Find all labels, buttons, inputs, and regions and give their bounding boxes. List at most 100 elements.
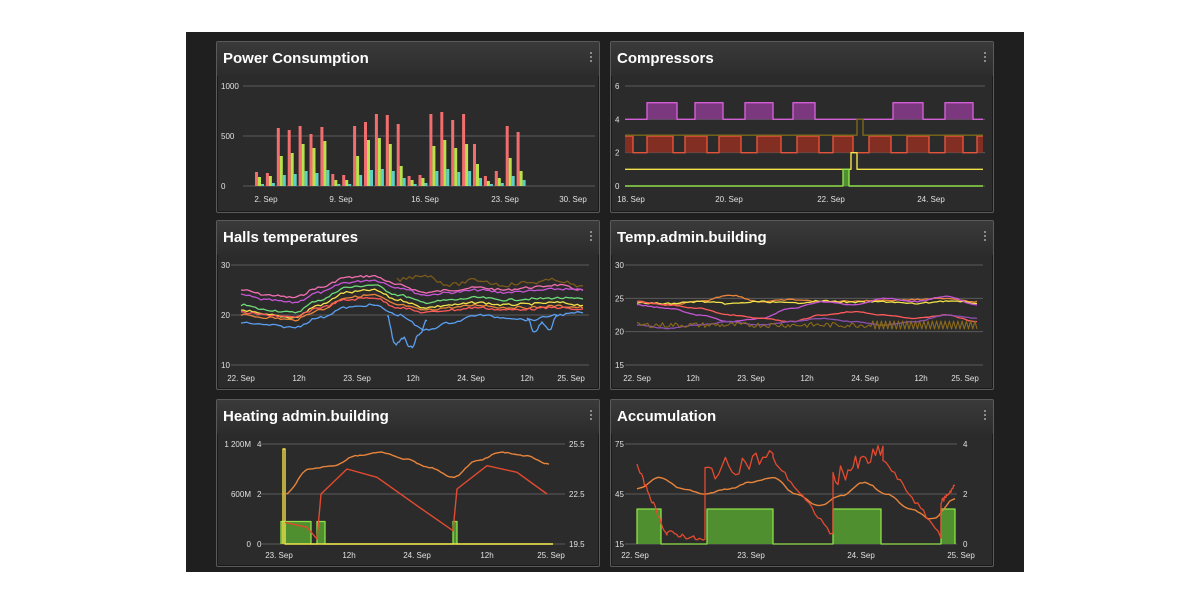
panel-header: Power Consumption [217,42,599,76]
bar [331,174,335,186]
x-tick-label: 25. Sep [947,551,975,560]
more-vertical-icon[interactable] [590,410,593,422]
x-tick-label: 24. Sep [457,374,485,383]
panel-temp-admin-building: Temp.admin.building 15 20 25 30 22. Sep 12h 23… [610,220,994,390]
y-tick-label: 500 [221,132,235,141]
bar [271,183,275,186]
y-tick-label: 75 [615,440,624,449]
y-tick-label: 15 [615,361,624,370]
bar [312,148,316,186]
x-tick-label: 18. Sep [617,195,645,204]
x-tick-label: 23. Sep [265,551,293,560]
bar [268,176,272,186]
series-line [637,300,977,323]
x-tick-label: 25. Sep [537,551,565,560]
panel-power-consumption: Power Consumption 0 500 1000 2. Sep 9. Sep 16… [216,41,600,213]
temp-admin-building-chart: 15 20 25 30 22. Sep 12h 23. Sep 12h 24. Sep 12h 25… [615,261,983,383]
more-vertical-icon[interactable] [590,231,593,243]
bar [421,178,425,186]
compressor-area [843,169,849,186]
more-vertical-icon[interactable] [984,231,987,243]
x-tick-label: 12h [342,551,355,560]
x-tick-label: 23. Sep [343,374,371,383]
x-tick-label: 2. Sep [254,195,278,204]
x-tick-label: 24. Sep [403,551,431,560]
bar [516,132,520,186]
bar [377,138,381,186]
more-vertical-icon[interactable] [590,52,593,64]
x-tick-label: 24. Sep [847,551,875,560]
panel-halls-temperatures: Halls temperatures 10 20 30 22. Sep 12h 23. S… [216,220,600,390]
more-vertical-icon[interactable] [984,410,987,422]
bar [293,174,297,186]
bar [468,171,472,186]
bar [407,176,411,186]
y-tick-label: 4 [615,115,620,124]
y-tick-label: 22.5 [569,490,585,499]
panel-heating-admin-building: Heating admin.building 0 600M 1 200M 0 2 4 19.… [216,399,600,567]
bar [418,175,422,186]
y-tick-label: 25 [615,294,624,303]
bar [511,176,515,186]
bar [443,140,447,186]
series-line [240,303,584,331]
x-tick-label: 25. Sep [557,374,585,383]
bar [364,122,367,186]
y-tick-label: 4 [963,440,968,449]
y-tick-label: 600M [231,490,251,499]
bar [391,171,395,186]
bar [348,184,352,186]
bar [276,128,280,186]
more-vertical-icon[interactable] [984,52,987,64]
panel-header: Halls temperatures [217,221,599,255]
bar [309,134,313,186]
accumulation-line [636,476,956,520]
bar [473,144,476,186]
bar [279,156,283,186]
bar [301,144,305,186]
bar [315,173,319,186]
panel-title: Compressors [617,50,714,67]
bar [486,181,490,186]
x-tick-label: 12h [406,374,419,383]
bar [265,173,269,186]
series-line [240,288,584,319]
panel-header: Heating admin.building [217,400,599,434]
bar [508,158,512,186]
series-line [240,284,584,314]
y-tick-label: 30 [615,261,624,270]
accumulation-line [636,508,956,545]
series-line [636,314,978,330]
panel-title: Power Consumption [223,50,369,67]
heating-line [282,448,553,545]
compressor-line [625,135,983,154]
series-line [386,315,428,349]
bar [522,180,526,186]
bar [359,175,363,186]
series-line [526,314,558,333]
x-tick-label: 20. Sep [715,195,743,204]
x-tick-label: 23. Sep [737,374,765,383]
bar [396,124,400,186]
bar [334,180,338,186]
y-tick-label: 10 [221,361,230,370]
x-tick-label: 12h [800,374,813,383]
y-tick-label: 2 [257,490,262,499]
bar [457,172,461,186]
y-tick-label: 20 [615,328,624,337]
y-tick-label: 15 [615,540,624,549]
x-tick-label: 30. Sep [559,195,587,204]
bar [323,141,327,186]
bar [435,171,439,186]
series-line [636,299,977,305]
panel-header: Temp.admin.building [611,221,993,255]
panel-compressors: Compressors 0 2 4 6 18. Sep 20. Sep 22. Sep 24.… [610,41,994,213]
bar [298,126,302,186]
bar [479,178,482,186]
halls-temperatures-chart: 10 20 30 22. Sep 12h 23. Sep 12h 24. Sep 12h 25. … [221,261,589,383]
x-tick-label: 22. Sep [227,374,255,383]
bar [402,178,406,186]
heating-line [280,520,553,545]
bar [494,171,498,186]
x-tick-label: 12h [520,374,533,383]
